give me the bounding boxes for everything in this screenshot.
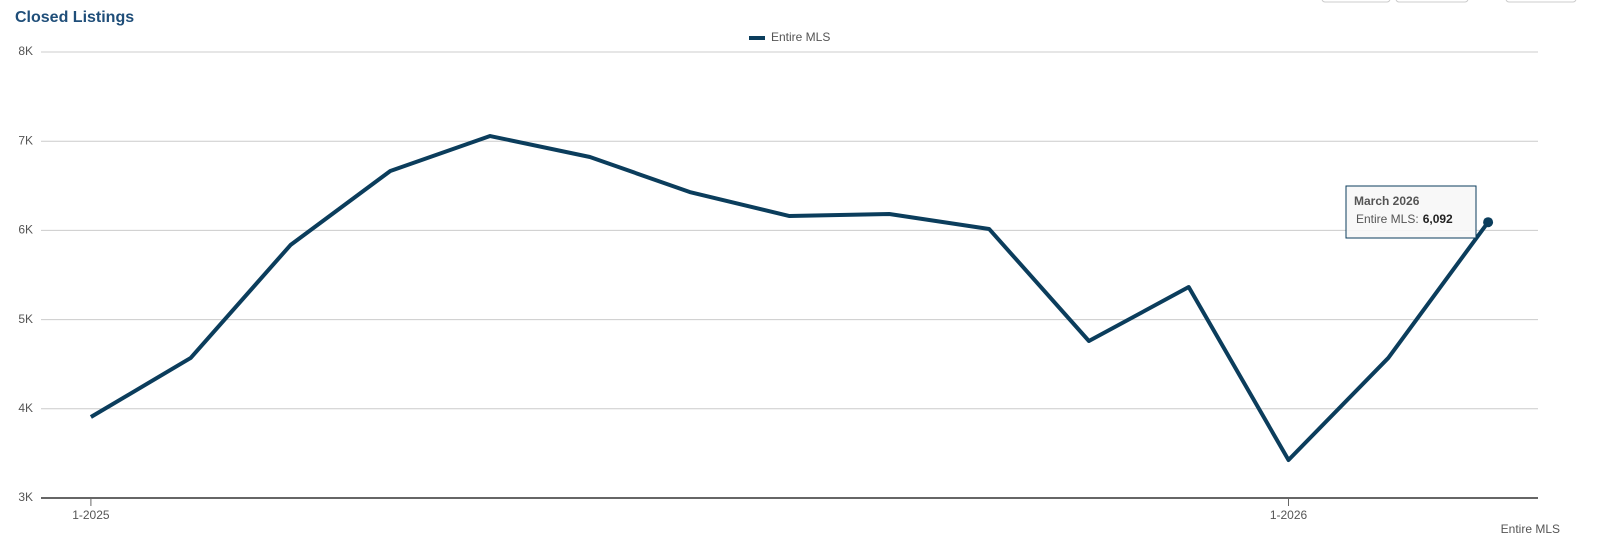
hover-point	[1483, 217, 1494, 228]
line-series	[89, 134, 1490, 463]
tooltip-value: 6,092	[1423, 212, 1453, 226]
navigator-label: Entire MLS	[1501, 522, 1560, 536]
tooltip-series: Entire MLS:	[1356, 212, 1419, 226]
tooltip-box	[1345, 185, 1477, 239]
x-tick-label: 1-2026	[1270, 508, 1308, 522]
tooltip-line: Entire MLS: 6,092	[1356, 212, 1453, 226]
legend-label: Entire MLS	[771, 30, 830, 44]
y-tick-label: 8K	[18, 44, 33, 58]
x-tick-label: 1-2025	[72, 508, 110, 522]
tooltip-title: March 2026	[1354, 194, 1420, 208]
toolbar-button[interactable]	[1505, 0, 1577, 3]
toolbar-button[interactable]	[1395, 0, 1469, 3]
y-tick-label: 7K	[18, 133, 33, 147]
y-tick-label: 6K	[18, 223, 33, 237]
chart-title: Closed Listings	[15, 9, 134, 26]
y-tick-label: 5K	[18, 312, 33, 326]
toolbar-button[interactable]	[1321, 0, 1391, 3]
y-tick-label: 4K	[18, 401, 33, 415]
y-tick-label: 3K	[18, 490, 33, 504]
